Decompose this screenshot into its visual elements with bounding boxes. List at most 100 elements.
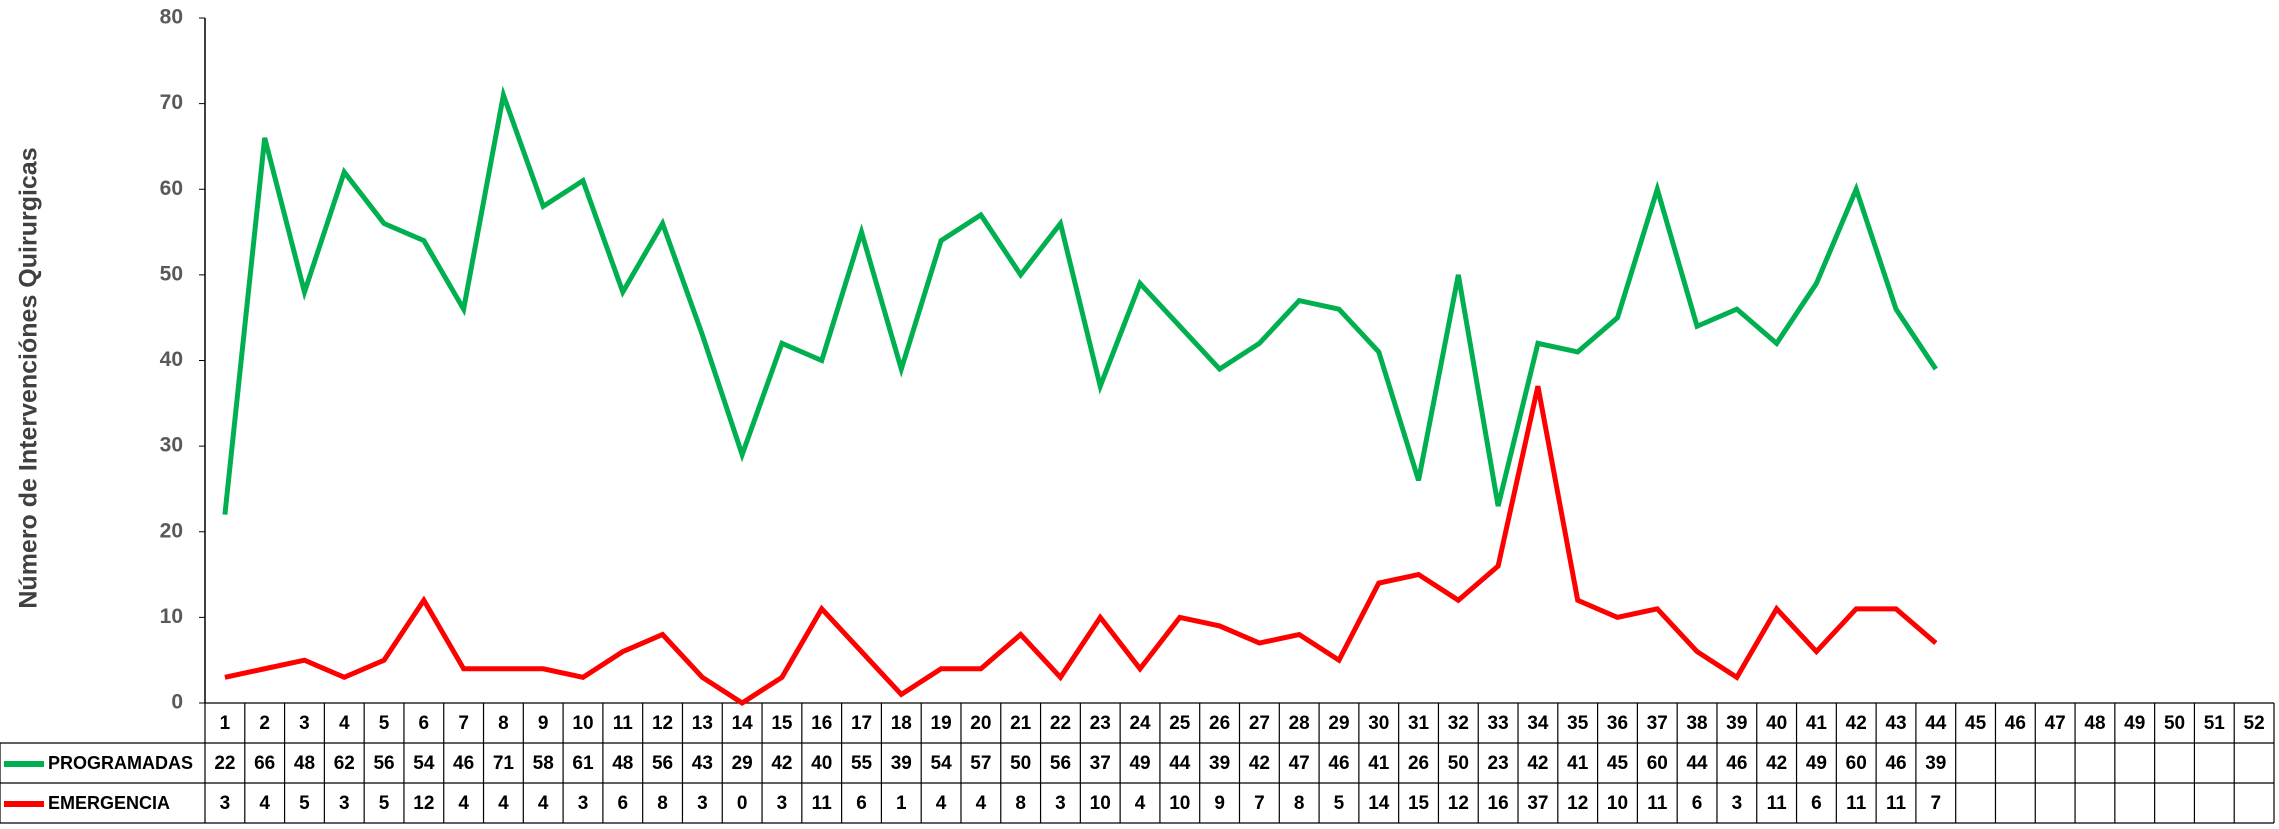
x-tick-label: 42	[1846, 713, 1867, 734]
x-tick-label: 52	[2244, 713, 2265, 734]
data-table-value: 10	[1169, 793, 1190, 814]
x-tick-label: 10	[572, 713, 593, 734]
series-line	[222, 85, 1938, 515]
data-table-value: 3	[220, 793, 231, 814]
data-table-value: 50	[1448, 753, 1469, 774]
data-table-value: 22	[214, 753, 235, 774]
x-tick-label: 38	[1686, 713, 1707, 734]
x-tick-label: 26	[1209, 713, 1230, 734]
x-tick-label: 28	[1289, 713, 1310, 734]
data-table-value: 7	[1254, 793, 1265, 814]
data-table-value: 12	[1567, 793, 1588, 814]
data-table-value: 56	[1050, 753, 1071, 774]
data-table-value: 39	[891, 753, 912, 774]
x-tick-label: 50	[2164, 713, 2185, 734]
x-tick-label: 36	[1607, 713, 1628, 734]
data-table-value: 8	[657, 793, 668, 814]
x-tick-label: 25	[1169, 713, 1191, 734]
y-tick-label: 60	[160, 177, 183, 200]
x-tick-label: 12	[652, 713, 673, 734]
data-table-value: 71	[493, 753, 515, 774]
data-table-value: 3	[1732, 793, 1743, 814]
x-tick-label: 21	[1010, 713, 1032, 734]
data-table-value: 42	[771, 753, 792, 774]
legend-label: PROGRAMADAS	[48, 753, 193, 773]
x-tick-label: 39	[1726, 713, 1747, 734]
data-table-value: 54	[413, 753, 435, 774]
data-table-value: 7	[1931, 793, 1942, 814]
data-table-value: 4	[1135, 793, 1146, 814]
data-table-value: 12	[1448, 793, 1469, 814]
data-table-value: 3	[578, 793, 589, 814]
data-table-value: 48	[294, 753, 315, 774]
data-table-value: 46	[1885, 753, 1906, 774]
data-table-value: 46	[1328, 753, 1349, 774]
data-table-value: 4	[259, 793, 270, 814]
x-tick-label: 48	[2084, 713, 2105, 734]
x-tick-label: 14	[732, 713, 754, 734]
x-tick-label: 7	[458, 713, 469, 734]
data-table-value: 57	[970, 753, 991, 774]
data-table-value: 56	[373, 753, 394, 774]
x-tick-label: 9	[538, 713, 549, 734]
data-table-value: 42	[1766, 753, 1787, 774]
data-table-value: 11	[1846, 793, 1867, 814]
x-tick-label: 17	[851, 713, 872, 734]
data-table-value: 48	[612, 753, 633, 774]
y-axis-label: Número de Intervenciónes Quirurgicas	[15, 147, 43, 608]
x-tick-label: 40	[1766, 713, 1787, 734]
x-tick-label: 23	[1090, 713, 1111, 734]
x-tick-label: 35	[1567, 713, 1589, 734]
x-tick-label: 1	[220, 713, 231, 734]
x-tick-label: 41	[1806, 713, 1828, 734]
data-table-value: 15	[1408, 793, 1430, 814]
data-table-value: 26	[1408, 753, 1429, 774]
data-table-value: 8	[1015, 793, 1026, 814]
x-tick-label: 30	[1368, 713, 1389, 734]
series-line	[224, 385, 1938, 706]
data-table-value: 12	[413, 793, 434, 814]
x-tick-label: 22	[1050, 713, 1071, 734]
data-table-value: 5	[299, 793, 310, 814]
data-table-value: 5	[1334, 793, 1345, 814]
y-tick-label: 50	[160, 262, 183, 285]
x-tick-label: 34	[1527, 713, 1549, 734]
data-table-value: 49	[1806, 753, 1827, 774]
data-table-value: 46	[453, 753, 474, 774]
x-tick-label: 27	[1249, 713, 1270, 734]
data-table-value: 11	[1767, 793, 1788, 814]
data-table-value: 0	[737, 793, 748, 814]
data-table-value: 10	[1090, 793, 1111, 814]
data-table-value: 40	[811, 753, 832, 774]
data-table-value: 11	[812, 793, 833, 814]
data-table-value: 37	[1090, 753, 1111, 774]
data-table-value: 4	[458, 793, 469, 814]
data-table-value: 4	[498, 793, 509, 814]
x-tick-label: 19	[931, 713, 952, 734]
x-tick-label: 3	[299, 713, 310, 734]
x-tick-label: 18	[891, 713, 912, 734]
y-tick-label: 70	[160, 91, 183, 114]
x-tick-label: 11	[613, 713, 634, 734]
x-tick-label: 13	[692, 713, 713, 734]
data-table-value: 44	[1169, 753, 1191, 774]
x-tick-label: 44	[1925, 713, 1947, 734]
x-tick-label: 51	[2204, 713, 2226, 734]
data-table-value: 8	[1294, 793, 1305, 814]
x-tick-label: 20	[970, 713, 991, 734]
data-table-value: 23	[1488, 753, 1509, 774]
data-table-value: 10	[1607, 793, 1628, 814]
data-table-value: 6	[617, 793, 628, 814]
data-table-value: 5	[379, 793, 390, 814]
data-table-value: 50	[1010, 753, 1031, 774]
data-table-value: 3	[339, 793, 350, 814]
x-tick-label: 8	[498, 713, 509, 734]
x-tick-label: 16	[811, 713, 832, 734]
data-table-value: 29	[732, 753, 753, 774]
data-table-value: 49	[1129, 753, 1150, 774]
data-table-value: 45	[1607, 753, 1629, 774]
data-table-value: 44	[1686, 753, 1708, 774]
x-tick-label: 32	[1448, 713, 1469, 734]
x-tick-label: 46	[2005, 713, 2026, 734]
